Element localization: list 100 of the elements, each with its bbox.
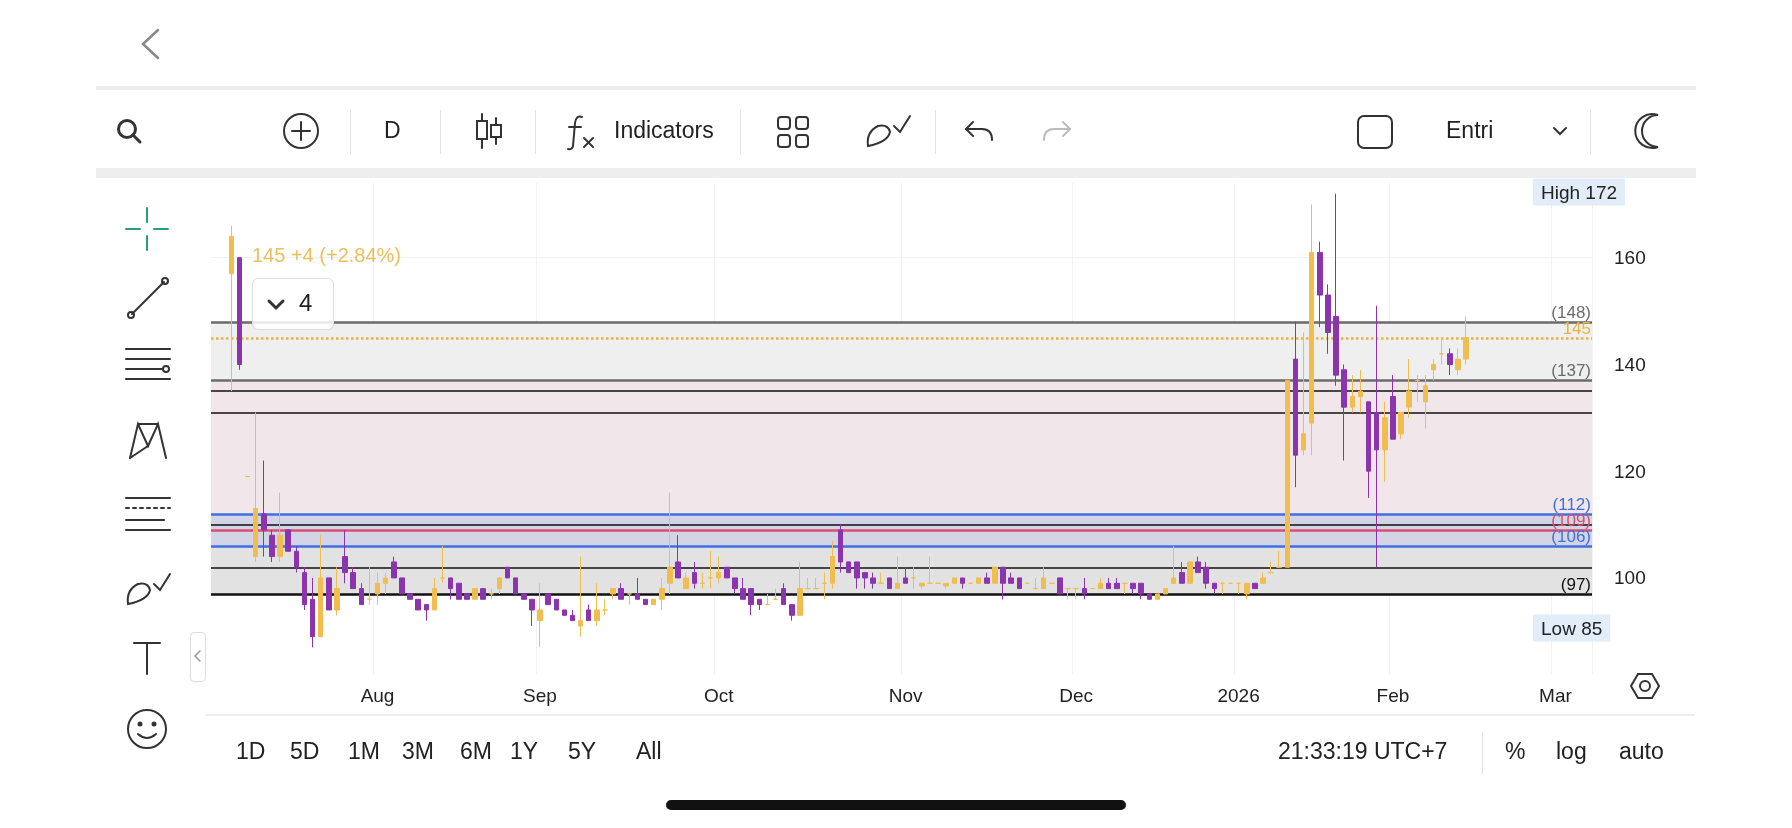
candlestick [1041, 566, 1046, 590]
candlestick [943, 582, 949, 590]
candlestick [1358, 369, 1363, 413]
candlestick [1431, 358, 1436, 381]
candlestick [895, 556, 900, 590]
candlestick [537, 582, 543, 648]
candlestick [708, 550, 713, 590]
candlestick [789, 604, 795, 622]
candlestick [830, 540, 835, 590]
candlestick [391, 556, 397, 579]
candlestick [269, 529, 275, 563]
candlestick [1423, 374, 1428, 429]
candlestick [627, 593, 632, 606]
y-tick-label: 100 [1614, 567, 1646, 589]
candlestick [903, 566, 908, 584]
candlestick [1260, 572, 1266, 584]
candlestick [440, 545, 445, 584]
ref-line-label: (148) [1551, 302, 1591, 322]
candlestick [310, 577, 315, 648]
candlestick [724, 566, 730, 579]
candlestick [911, 566, 916, 590]
candlestick [992, 566, 998, 584]
candlestick [432, 577, 437, 611]
candlestick [1293, 321, 1298, 488]
ref-line-label: (112) [1552, 494, 1591, 514]
candlestick [887, 577, 892, 590]
candlestick [1252, 582, 1258, 590]
candlestick [253, 411, 258, 563]
candlestick [586, 604, 591, 622]
candlestick [813, 577, 819, 590]
candlestick [415, 598, 421, 611]
candlestick [1415, 374, 1420, 403]
text: 1M [348, 738, 380, 765]
candlestick [1082, 577, 1087, 600]
candlestick [407, 593, 413, 600]
candlestick [618, 582, 624, 600]
candlestick [285, 529, 291, 552]
candlestick [1106, 577, 1111, 590]
candlestick [748, 588, 754, 616]
candlestick [1325, 283, 1331, 355]
candlestick [862, 572, 868, 590]
candlestick [472, 588, 478, 600]
candlestick [635, 577, 640, 600]
candlestick [464, 593, 470, 600]
candlestick [383, 572, 388, 595]
candlestick [399, 577, 405, 595]
candlestick [659, 577, 665, 611]
candlestick [878, 572, 884, 584]
candlestick [497, 577, 502, 595]
candlestick [334, 566, 340, 616]
candlestick [1008, 572, 1014, 584]
candlestick [700, 572, 705, 590]
annotation: High 172 [1541, 181, 1618, 203]
x-tick-label: Feb [1376, 685, 1410, 706]
candlestick [1203, 561, 1209, 590]
candlestick [1463, 315, 1469, 365]
text: D [384, 117, 401, 144]
candlestick [1000, 566, 1006, 600]
x-tick-label: 2026 [1217, 685, 1260, 706]
candlestick [1268, 561, 1274, 574]
candlestick [846, 561, 851, 574]
candlestick [562, 609, 567, 616]
candlestick [1033, 577, 1038, 590]
y-tick-label: 140 [1614, 353, 1646, 375]
text: Entri [1446, 117, 1494, 144]
candlestick [513, 577, 518, 595]
candlestick [261, 460, 267, 558]
candlestick [1098, 577, 1103, 590]
candlestick [927, 556, 933, 584]
candlestick [359, 582, 364, 606]
candlestick [318, 534, 323, 638]
x-tick-label: Oct [703, 685, 735, 706]
candlestick [1212, 582, 1217, 595]
candlestick [781, 582, 786, 606]
candlestick [1285, 379, 1290, 568]
x-tick-label: Sep [523, 685, 557, 706]
candlestick [692, 561, 697, 590]
candlestick [1406, 358, 1412, 419]
candlestick [1017, 577, 1022, 590]
text: auto [1619, 738, 1664, 765]
candlestick [765, 593, 770, 606]
candlestick [521, 593, 527, 600]
candlestick [870, 572, 876, 590]
candlestick [683, 572, 689, 590]
text: 1D [236, 738, 266, 765]
text: 5D [290, 738, 320, 765]
candlestick [1187, 561, 1193, 584]
candlestick [1244, 582, 1250, 600]
candlestick [1390, 374, 1396, 440]
candlestick [1439, 337, 1444, 365]
text: 6M [460, 738, 492, 765]
candlestick [229, 225, 234, 392]
candlestick [602, 598, 608, 616]
candlestick [545, 593, 551, 606]
candlestick [505, 566, 510, 579]
y-tick-label: 160 [1614, 247, 1646, 269]
candlestick [294, 545, 299, 574]
candlestick [667, 492, 673, 595]
candlestick [838, 524, 843, 574]
candlestick [480, 588, 486, 600]
